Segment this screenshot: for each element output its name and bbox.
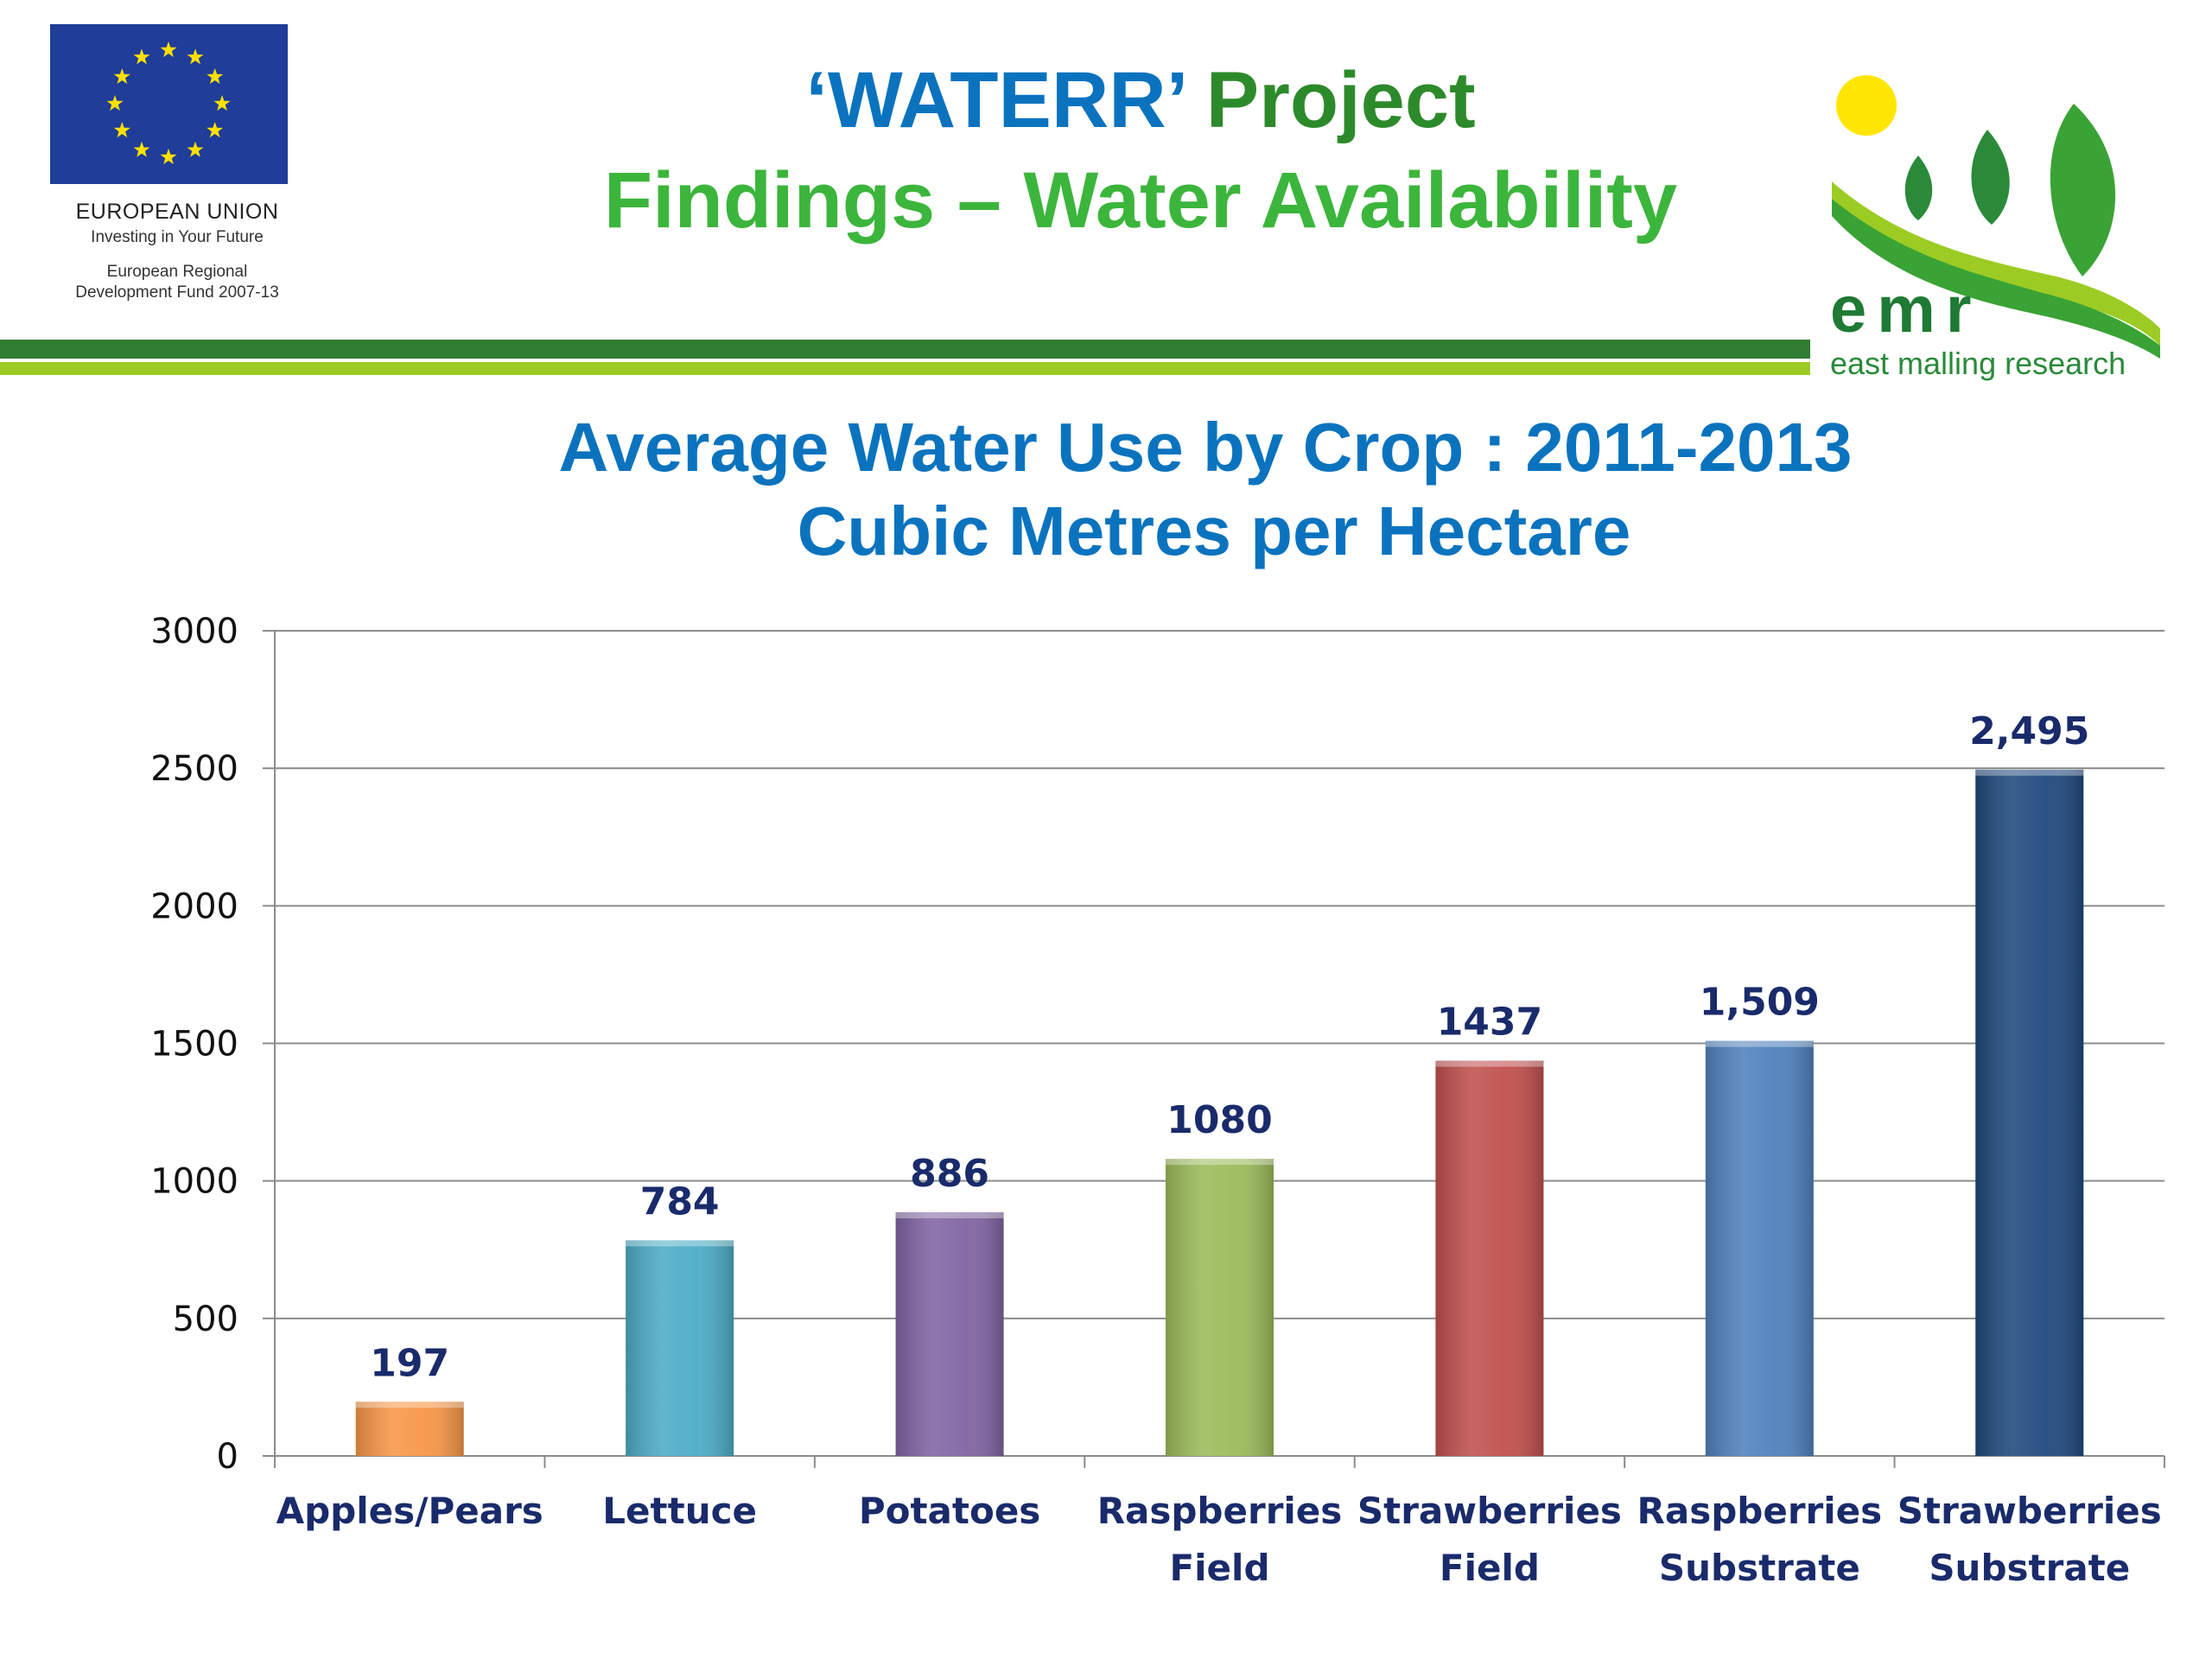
bar-value-label: 197	[370, 1341, 449, 1385]
bar-shading	[1166, 1159, 1274, 1456]
eu-star-icon	[106, 95, 124, 111]
eu-star-icon	[160, 149, 177, 165]
x-category-label: Lettuce	[602, 1490, 757, 1532]
bar-top-highlight	[1975, 769, 2084, 776]
y-tick-label: 2500	[150, 749, 238, 789]
bar-shading	[895, 1211, 1004, 1456]
emr-logo-subtitle: east malling research	[1830, 346, 2126, 381]
x-category-label: Field	[1440, 1547, 1540, 1589]
bar-top-highlight	[355, 1402, 464, 1408]
eu-star-icon	[187, 141, 204, 157]
bar-shading	[626, 1240, 734, 1456]
bar-shading	[355, 1402, 464, 1456]
slide-header: EUROPEAN UNION Investing in Your Future …	[0, 0, 2212, 389]
chart-title: Average Water Use by Crop : 2011-2013	[559, 409, 1853, 486]
bar-value-label: 784	[640, 1179, 720, 1224]
eu-star-icon	[213, 95, 231, 111]
bar-value-label: 1437	[1437, 1001, 1542, 1045]
x-category-label: Substrate	[1929, 1547, 2130, 1589]
eu-star-icon	[113, 68, 130, 85]
y-tick-label: 1000	[150, 1162, 238, 1202]
x-category-label: Raspberries	[1097, 1490, 1343, 1532]
bar-group	[626, 1240, 734, 1456]
bar-shading	[1435, 1060, 1544, 1456]
y-tick-label: 500	[173, 1300, 238, 1339]
bar-group	[1705, 1040, 1814, 1456]
bar-group	[1166, 1159, 1274, 1456]
x-category-label: Raspberries	[1637, 1490, 1883, 1532]
x-category-label: Apples/Pears	[276, 1490, 543, 1532]
eu-star-icon	[113, 122, 130, 138]
title-line-1: ‘WATERR’ Project	[484, 52, 1797, 149]
bar-group	[355, 1402, 464, 1456]
x-category-label: Potatoes	[859, 1490, 1040, 1532]
y-tick-label: 1500	[150, 1025, 238, 1065]
eu-fund-line-2: Development Fund 2007-13	[75, 283, 279, 302]
bar-value-label: 2,495	[1969, 709, 2089, 753]
bar-shading	[1705, 1040, 1814, 1456]
eu-star-icon	[133, 141, 150, 157]
header-rule-light	[0, 362, 1810, 375]
y-tick-label: 3000	[150, 612, 238, 652]
bar-top-highlight	[1166, 1159, 1274, 1166]
bar-value-label: 1080	[1166, 1098, 1272, 1142]
bar-top-highlight	[895, 1211, 1004, 1218]
eu-flag-icon	[50, 24, 288, 184]
bar-top-highlight	[626, 1240, 734, 1247]
emr-logo-icon	[1832, 75, 2160, 359]
eu-star-icon	[207, 122, 224, 138]
eu-name: EUROPEAN UNION	[75, 200, 279, 224]
chart-bars	[355, 769, 2084, 1456]
bar-group	[895, 1211, 1004, 1456]
slide-title: ‘WATERR’ Project Findings – Water Availa…	[484, 52, 1797, 252]
chart-labels: 0 500 1000 1500 2000 2500 3000 197 Apples/Pears 7…	[150, 612, 2162, 1589]
eu-star-icon	[187, 48, 204, 65]
bar-group	[1975, 769, 2084, 1456]
y-tick-label: 2000	[150, 887, 238, 926]
bar-value-label: 1,509	[1700, 981, 1820, 1025]
x-category-label: Strawberries	[1357, 1490, 1622, 1532]
bar-top-highlight	[1705, 1040, 1814, 1047]
title-project-name: ‘WATERR’	[805, 56, 1185, 144]
eu-logo-block: EUROPEAN UNION Investing in Your Future …	[48, 24, 307, 302]
bar-group	[1435, 1060, 1544, 1456]
x-category-label: Strawberries	[1897, 1490, 2162, 1532]
title-project-word: Project	[1205, 56, 1476, 144]
x-category-label: Field	[1169, 1547, 1269, 1589]
emr-logo-word: emr	[1830, 273, 1982, 346]
bar-shading	[1975, 769, 2084, 1456]
eu-fund-line-1: European Regional	[106, 263, 248, 281]
chart-subtitle: Cubic Metres per Hectare	[798, 493, 1631, 569]
eu-star-icon	[160, 41, 177, 58]
y-tick-label: 0	[217, 1437, 238, 1477]
eu-tagline: Investing in Your Future	[91, 228, 264, 246]
water-use-bar-chart: Average Water Use by Crop : 2011-2013 Cu…	[150, 409, 2165, 1589]
header-rule-dark	[0, 340, 1810, 359]
eu-star-icon	[133, 48, 150, 65]
x-category-label: Substrate	[1659, 1547, 1860, 1589]
bar-top-highlight	[1435, 1060, 1544, 1067]
bar-value-label: 886	[910, 1152, 989, 1196]
title-line-2: Findings – Water Availability	[603, 156, 1678, 245]
eu-star-icon	[207, 68, 224, 85]
